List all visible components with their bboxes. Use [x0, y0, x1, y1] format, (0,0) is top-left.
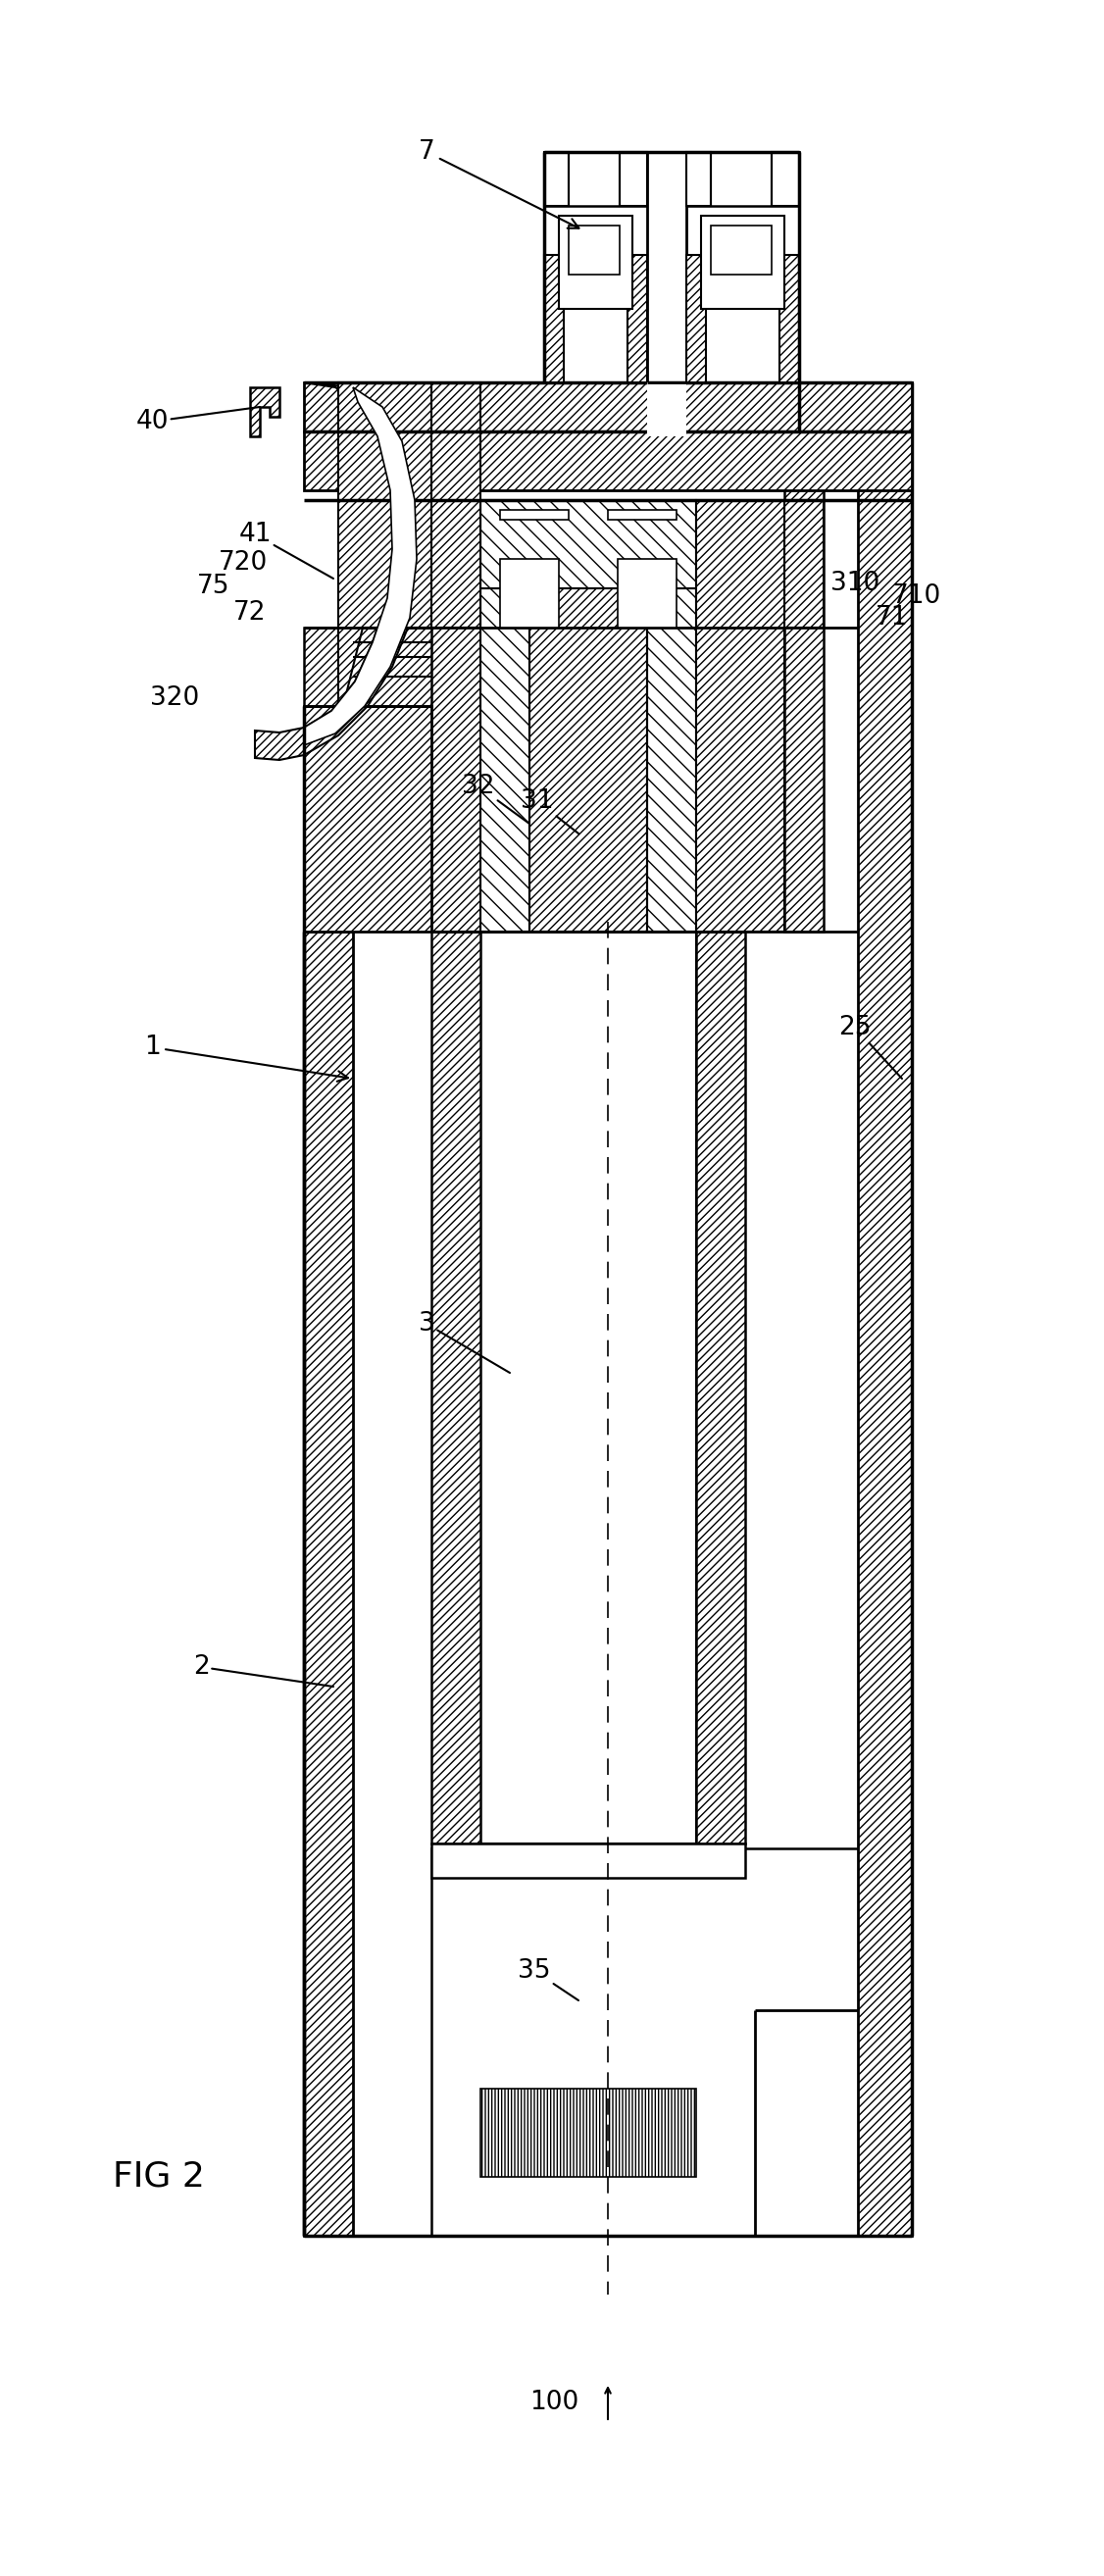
Text: 100: 100 [529, 2391, 578, 2416]
Text: 3: 3 [418, 1311, 510, 1373]
Polygon shape [338, 381, 432, 726]
Text: 41: 41 [238, 523, 333, 580]
Polygon shape [858, 381, 912, 2236]
Polygon shape [569, 227, 619, 276]
Polygon shape [480, 2089, 697, 2177]
Polygon shape [711, 227, 772, 276]
Text: 2: 2 [193, 1654, 333, 1687]
Polygon shape [784, 381, 824, 933]
Polygon shape [544, 152, 569, 206]
Polygon shape [255, 381, 420, 760]
Polygon shape [559, 216, 633, 309]
Polygon shape [480, 587, 697, 933]
Polygon shape [500, 559, 559, 629]
Polygon shape [608, 510, 677, 520]
Polygon shape [544, 255, 564, 381]
Polygon shape [627, 255, 647, 381]
Text: 320: 320 [150, 685, 199, 711]
Polygon shape [432, 500, 480, 933]
Polygon shape [687, 152, 799, 381]
Polygon shape [530, 587, 647, 933]
Text: FIG 2: FIG 2 [113, 2161, 205, 2195]
Polygon shape [480, 500, 697, 587]
Text: 720: 720 [219, 551, 268, 574]
Polygon shape [432, 1850, 868, 2236]
Polygon shape [432, 1844, 745, 1878]
Text: 710: 710 [892, 582, 942, 608]
Polygon shape [304, 933, 353, 2236]
Polygon shape [647, 381, 687, 435]
Polygon shape [701, 216, 784, 309]
Text: 71: 71 [875, 605, 909, 631]
Text: 35: 35 [518, 1958, 578, 2002]
Text: 25: 25 [839, 1015, 902, 1079]
Polygon shape [687, 152, 711, 206]
Polygon shape [432, 933, 480, 1844]
Polygon shape [618, 559, 677, 629]
Text: 310: 310 [830, 572, 880, 595]
Polygon shape [250, 386, 279, 435]
Polygon shape [697, 500, 784, 933]
Text: 75: 75 [198, 574, 230, 600]
Text: 1: 1 [144, 1036, 348, 1082]
Polygon shape [480, 933, 697, 1844]
Polygon shape [304, 706, 432, 933]
Polygon shape [687, 255, 705, 381]
Polygon shape [500, 510, 569, 520]
Text: 72: 72 [234, 600, 266, 626]
Polygon shape [779, 255, 799, 381]
Text: 40: 40 [136, 407, 259, 435]
Polygon shape [304, 430, 912, 489]
Text: 32: 32 [463, 773, 530, 824]
Text: 7: 7 [418, 139, 578, 229]
Polygon shape [304, 629, 432, 706]
Polygon shape [784, 500, 824, 629]
Polygon shape [304, 381, 912, 430]
Polygon shape [544, 152, 647, 381]
Polygon shape [432, 381, 480, 629]
Polygon shape [304, 386, 416, 744]
Polygon shape [697, 933, 745, 1844]
Text: 31: 31 [521, 788, 578, 835]
Polygon shape [619, 152, 647, 206]
Polygon shape [772, 152, 799, 206]
